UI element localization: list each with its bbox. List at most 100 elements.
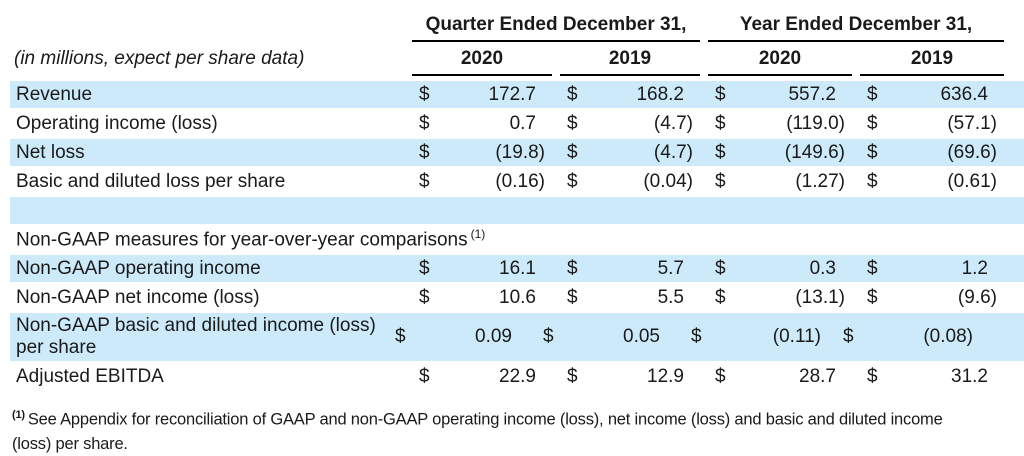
value: (4.7) xyxy=(653,112,693,134)
column-group-year-ended: Year Ended December 31, xyxy=(708,14,1004,42)
value-cell: $ (19.8) xyxy=(412,139,552,166)
row-blank-spacer xyxy=(10,197,1024,224)
value: (13.1) xyxy=(795,286,845,308)
value-cell: $10.6 xyxy=(412,284,552,311)
value-cell: $16.1 xyxy=(412,255,552,282)
value: (19.8) xyxy=(495,141,545,163)
dollar-sign: $ xyxy=(567,83,578,105)
dollar-sign: $ xyxy=(715,141,726,163)
dollar-sign: $ xyxy=(715,286,726,308)
value-cell: $0.7 xyxy=(412,110,552,137)
value: 10.6 xyxy=(499,286,536,308)
value-cell: $ (119.0) xyxy=(708,110,852,137)
footnote-ref-superscript: (1) xyxy=(470,227,486,242)
value: 0.7 xyxy=(509,112,536,134)
value-cell: $28.7 xyxy=(708,363,852,390)
value-cell: $0.05 xyxy=(536,313,676,361)
value: 5.5 xyxy=(657,286,684,308)
row-label: Non-GAAP net income (loss) xyxy=(16,286,260,308)
value: 636.4 xyxy=(940,83,988,105)
value-cell: $ (9.6) xyxy=(860,284,1004,311)
year-header-q-2020: 2020 xyxy=(412,45,552,76)
value-cell: $0.09 xyxy=(388,313,528,361)
value-cell: $ (1.27) xyxy=(708,168,852,195)
row-label: Operating income (loss) xyxy=(16,112,218,134)
row-label: Basic and diluted loss per share xyxy=(16,170,286,192)
dollar-sign: $ xyxy=(419,365,430,387)
dollar-sign: $ xyxy=(715,170,726,192)
row-net-loss: Net loss $ (19.8) $ (4.7) $ (149.6) $ (69.6) xyxy=(10,139,1024,166)
dollar-sign: $ xyxy=(567,141,578,163)
dollar-sign: $ xyxy=(867,141,878,163)
value-cell: $5.5 xyxy=(560,284,700,311)
row-label: Net loss xyxy=(16,141,85,163)
row-label: Non-GAAP basic and diluted income (loss)… xyxy=(16,315,376,358)
value: (149.6) xyxy=(784,141,845,163)
dollar-sign: $ xyxy=(419,141,430,163)
value-cell: $ (4.7) xyxy=(560,139,700,166)
value-cell: $ (0.04) xyxy=(560,168,700,195)
row-label: Non-GAAP operating income xyxy=(16,257,261,279)
value-cell: $ (13.1) xyxy=(708,284,852,311)
dollar-sign: $ xyxy=(567,112,578,134)
row-operating-income: Operating income (loss) $0.7 $ (4.7) $ (11… xyxy=(10,110,1024,137)
section-label: Non-GAAP measures for year-over-year com… xyxy=(10,227,1024,251)
value-cell: $ (69.6) xyxy=(860,139,1004,166)
year-header-row: (in millions, expect per share data) 202… xyxy=(10,45,1024,76)
row-non-gaap-operating-income: Non-GAAP operating income $16.1 $5.7 $0.… xyxy=(10,255,1024,282)
value-cell: $ (0.61) xyxy=(860,168,1004,195)
dollar-sign: $ xyxy=(419,83,430,105)
value: (69.6) xyxy=(947,141,997,163)
dollar-sign: $ xyxy=(567,170,578,192)
row-revenue: Revenue $172.7 $168.2 $557.2 $636.4 xyxy=(10,81,1024,108)
dollar-sign: $ xyxy=(867,286,878,308)
row-label: Adjusted EBITDA xyxy=(16,365,164,387)
value-cell: $31.2 xyxy=(860,363,1004,390)
value: 0.3 xyxy=(809,257,836,279)
dollar-sign: $ xyxy=(567,286,578,308)
value: (0.04) xyxy=(643,170,693,192)
value-cell: $172.7 xyxy=(412,81,552,108)
value-cell: $636.4 xyxy=(860,81,1004,108)
value-cell: $22.9 xyxy=(412,363,552,390)
value: 31.2 xyxy=(951,365,988,387)
dollar-sign: $ xyxy=(395,326,406,347)
value-cell: $ (4.7) xyxy=(560,110,700,137)
value: (0.61) xyxy=(947,170,997,192)
column-group-quarter-ended: Quarter Ended December 31, xyxy=(412,14,700,42)
value: 557.2 xyxy=(788,83,836,105)
footnote-text: See Appendix for reconciliation of GAAP … xyxy=(12,410,943,453)
value: 16.1 xyxy=(499,257,536,279)
dollar-sign: $ xyxy=(419,170,430,192)
row-adjusted-ebitda: Adjusted EBITDA $22.9 $12.9 $28.7 $31.2 xyxy=(10,363,1024,390)
value: (119.0) xyxy=(786,112,845,134)
value: (4.7) xyxy=(653,141,693,163)
dollar-sign: $ xyxy=(867,112,878,134)
dollar-sign: $ xyxy=(867,257,878,279)
value: 168.2 xyxy=(636,83,684,105)
value: (1.27) xyxy=(795,170,845,192)
year-header-y-2020: 2020 xyxy=(708,45,852,76)
value: 0.05 xyxy=(623,326,660,347)
value: 28.7 xyxy=(799,365,836,387)
value: (9.6) xyxy=(957,286,997,308)
value: (0.08) xyxy=(923,326,973,347)
dollar-sign: $ xyxy=(715,365,726,387)
value: 1.2 xyxy=(961,257,988,279)
row-non-gaap-net-income: Non-GAAP net income (loss) $10.6 $5.5 $ (… xyxy=(10,284,1024,311)
footnote: (1) See Appendix for reconciliation of GA… xyxy=(10,403,945,456)
row-label: Revenue xyxy=(16,83,93,105)
units-note: (in millions, expect per share data) xyxy=(14,48,305,69)
value-cell: $ (0.16) xyxy=(412,168,552,195)
dollar-sign: $ xyxy=(715,257,726,279)
dollar-sign: $ xyxy=(543,326,554,347)
value-cell: $0.3 xyxy=(708,255,852,282)
value: 22.9 xyxy=(499,365,536,387)
value: 12.9 xyxy=(647,365,684,387)
footnote-marker: (1) xyxy=(12,409,25,421)
table-body: Revenue $172.7 $168.2 $557.2 $636.4 Oper… xyxy=(10,81,1024,390)
value: (0.11) xyxy=(772,326,821,347)
column-group-header-row: Quarter Ended December 31, Year Ended De… xyxy=(10,14,1024,42)
value: 0.09 xyxy=(475,326,512,347)
